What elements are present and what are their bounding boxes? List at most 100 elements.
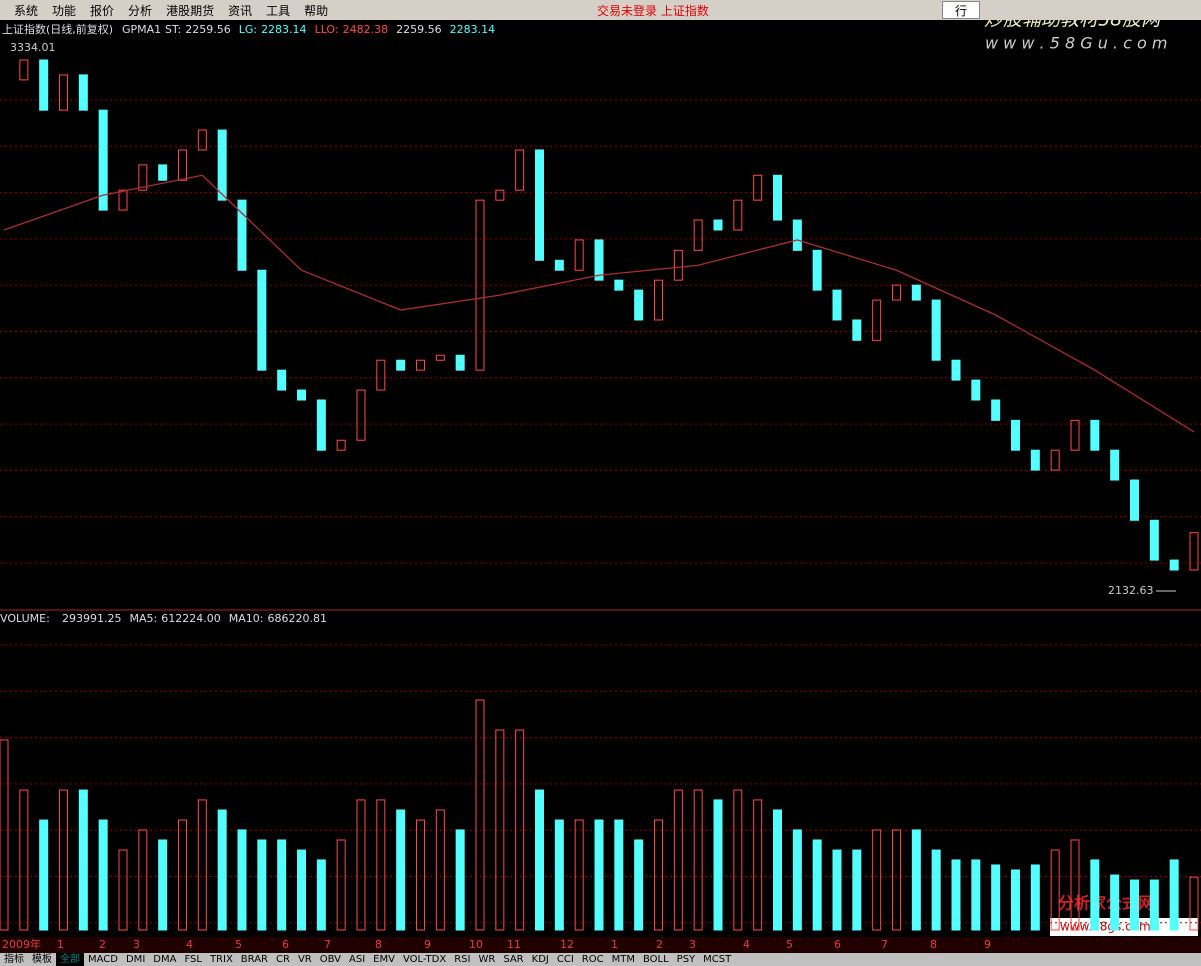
candle	[435, 354, 445, 361]
volume-bar	[356, 799, 366, 931]
tab[interactable]: 全部	[56, 953, 84, 966]
candle	[356, 389, 366, 441]
menu-bar: 系统 功能 报价 分析 港股期货 资讯 工具 帮助	[0, 0, 1201, 20]
tab[interactable]: ASI	[349, 954, 366, 965]
volume-bar	[673, 789, 683, 931]
menu-item[interactable]: 报价	[90, 3, 115, 18]
x-tick-label: 9	[424, 938, 431, 951]
candle	[733, 199, 743, 231]
menu-item[interactable]: 工具	[266, 3, 291, 18]
candle	[931, 299, 941, 361]
tab[interactable]: VR	[297, 954, 312, 965]
x-tick-label: 11	[507, 938, 521, 951]
x-tick-label: 2	[656, 938, 663, 951]
candle	[39, 59, 49, 111]
tab[interactable]: MCST	[703, 954, 732, 965]
tab[interactable]: 指标	[4, 954, 24, 965]
volume-bar	[336, 839, 346, 931]
volume-bar	[19, 789, 29, 931]
volume-bar	[197, 799, 207, 931]
status: 交易未登录 上证指数	[597, 4, 709, 18]
x-tick-label: 5	[235, 938, 242, 951]
candle	[316, 399, 326, 451]
volume-bar	[1011, 869, 1020, 931]
volume-bar	[1070, 839, 1080, 931]
menu-item[interactable]: 帮助	[304, 3, 329, 18]
candle	[911, 284, 921, 301]
stat-label: MA10:	[229, 612, 264, 625]
volume-bar	[574, 819, 584, 931]
watermark: www.88gs.com	[1060, 920, 1151, 934]
candle	[237, 199, 247, 271]
candle	[217, 129, 227, 201]
x-tick-label: 3	[689, 938, 696, 951]
tab[interactable]: OBV	[319, 954, 341, 965]
tab[interactable]: BRAR	[240, 954, 268, 965]
candle	[1011, 419, 1020, 451]
volume-bar	[594, 819, 604, 931]
candle	[535, 149, 544, 261]
axis-bar	[0, 937, 1201, 953]
volume-bar	[98, 819, 108, 931]
volume-bar	[614, 819, 624, 931]
tab[interactable]: DMI	[125, 954, 146, 965]
tab[interactable]: BOLL	[642, 954, 669, 965]
tab[interactable]: FSL	[184, 954, 202, 965]
volume-bar	[277, 839, 287, 931]
tab[interactable]: PSY	[676, 954, 696, 965]
volume-bar	[515, 729, 525, 931]
tab[interactable]: MTM	[611, 954, 635, 965]
volume-bar	[1189, 876, 1199, 931]
candle	[277, 369, 287, 391]
menu-item[interactable]: 资讯	[228, 3, 253, 18]
volume-bar	[138, 829, 148, 931]
candle	[693, 219, 703, 251]
x-tick-label: 4	[186, 938, 193, 951]
candle	[297, 389, 306, 401]
tab[interactable]: ROC	[581, 954, 604, 965]
volume-bar	[297, 849, 306, 931]
volume-bar	[416, 819, 425, 931]
tab[interactable]: KDJ	[531, 954, 549, 965]
toolbar-button[interactable]: 行	[942, 1, 980, 19]
tab[interactable]: CCI	[556, 954, 574, 965]
tab[interactable]: VOL-TDX	[402, 954, 447, 965]
candle	[792, 219, 802, 251]
tab[interactable]: DMA	[153, 954, 177, 965]
candle	[1050, 449, 1060, 471]
candle	[634, 289, 644, 321]
volume-bar	[911, 829, 921, 931]
x-tick-label: 7	[881, 938, 888, 951]
candle	[1090, 419, 1100, 451]
volume-bar	[971, 859, 981, 931]
volume-bar	[852, 849, 862, 931]
tab[interactable]: CR	[276, 954, 290, 965]
x-tick-label: 10	[469, 938, 483, 951]
tab[interactable]: WR	[478, 954, 496, 965]
menu-item[interactable]: 分析	[128, 3, 153, 18]
volume-bar	[59, 789, 68, 931]
candle	[118, 189, 128, 211]
tab[interactable]: SAR	[503, 954, 524, 965]
candle	[455, 354, 465, 371]
menu-item[interactable]: 港股期货	[166, 3, 215, 18]
volume-bar	[832, 849, 842, 931]
volume-bar	[554, 819, 564, 931]
chart-title: 上证指数(日线,前复权)	[2, 22, 113, 36]
tab[interactable]: 模板	[32, 954, 52, 965]
candle	[495, 189, 505, 201]
tab[interactable]: RSI	[454, 954, 471, 965]
volume-bar	[991, 864, 1001, 931]
volume-bar	[634, 839, 644, 931]
volume-bar	[118, 849, 128, 931]
high-label: 3334.01	[10, 41, 56, 54]
tab[interactable]: MACD	[88, 954, 118, 965]
menu-item[interactable]: 功能	[52, 3, 77, 18]
menu-item[interactable]: 系统	[14, 3, 39, 18]
candle	[1030, 449, 1040, 471]
tab[interactable]: EMV	[373, 954, 395, 965]
volume-bar	[396, 809, 406, 931]
candle	[951, 359, 961, 381]
tab[interactable]: TRIX	[209, 954, 233, 965]
candle	[971, 379, 981, 401]
